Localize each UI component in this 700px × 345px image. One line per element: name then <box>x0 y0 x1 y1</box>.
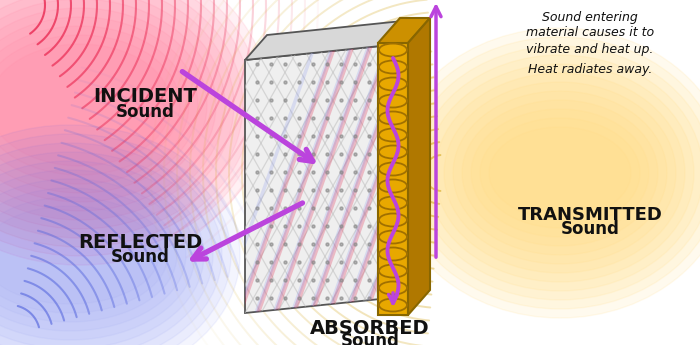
Ellipse shape <box>0 0 252 247</box>
Text: Heat radiates away.: Heat radiates away. <box>528 62 652 76</box>
Ellipse shape <box>399 37 700 309</box>
Polygon shape <box>245 45 390 313</box>
Text: INCIDENT: INCIDENT <box>93 88 197 107</box>
Ellipse shape <box>0 0 261 256</box>
Text: material causes it to: material causes it to <box>526 27 654 39</box>
Text: Sound: Sound <box>341 332 400 345</box>
Polygon shape <box>378 18 430 43</box>
Ellipse shape <box>435 73 685 273</box>
Polygon shape <box>378 43 408 315</box>
Text: Sound: Sound <box>561 220 620 238</box>
Text: Sound: Sound <box>111 248 169 266</box>
Text: Sound entering: Sound entering <box>542 10 638 23</box>
Ellipse shape <box>426 64 694 282</box>
Ellipse shape <box>453 91 667 255</box>
Ellipse shape <box>0 134 231 345</box>
Polygon shape <box>408 18 430 315</box>
Text: vibrate and heat up.: vibrate and heat up. <box>526 42 654 56</box>
Ellipse shape <box>0 0 225 220</box>
Ellipse shape <box>0 125 240 345</box>
Ellipse shape <box>0 143 222 345</box>
Ellipse shape <box>0 0 234 229</box>
Text: REFLECTED: REFLECTED <box>78 233 202 252</box>
Ellipse shape <box>417 55 700 291</box>
Polygon shape <box>245 20 412 60</box>
Text: ABSORBED: ABSORBED <box>310 319 430 338</box>
Text: TRANSMITTED: TRANSMITTED <box>517 206 662 224</box>
Ellipse shape <box>390 28 700 318</box>
Text: Sound: Sound <box>116 103 174 121</box>
Ellipse shape <box>0 0 243 238</box>
Ellipse shape <box>444 82 676 264</box>
Ellipse shape <box>408 46 700 300</box>
Ellipse shape <box>0 0 270 265</box>
Polygon shape <box>390 20 412 298</box>
